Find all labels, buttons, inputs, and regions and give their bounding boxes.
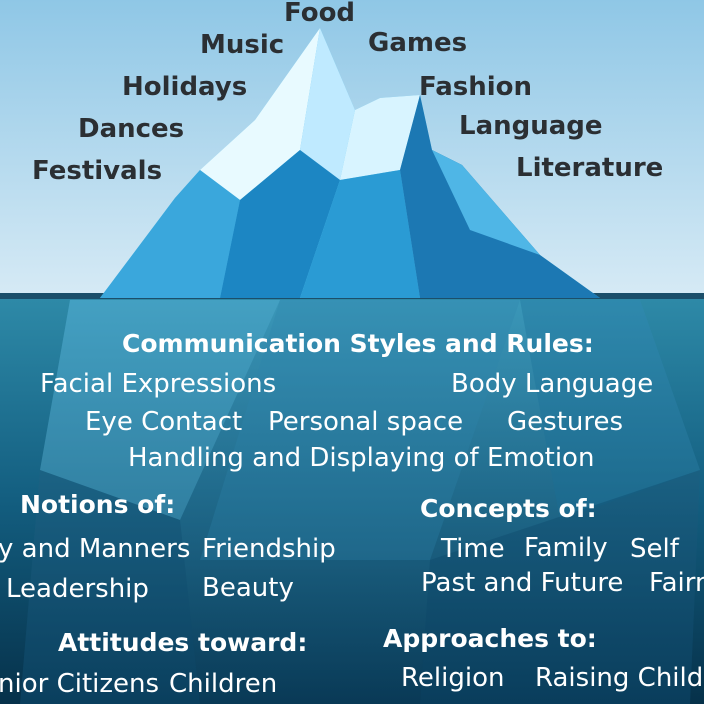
item-handling-emotion: Handling and Displaying of Emotion (128, 443, 595, 473)
item-raising-children: Raising Childr (535, 663, 704, 693)
item-friendship: Friendship (202, 534, 336, 564)
label-music: Music (200, 30, 285, 60)
item-beauty: Beauty (202, 573, 294, 603)
item-time: Time (441, 534, 505, 564)
label-literature: Literature (516, 153, 664, 183)
item-past-future: Past and Future (421, 568, 624, 598)
concepts-title: Concepts of: (420, 494, 597, 523)
label-festivals: Festivals (32, 156, 163, 186)
attitudes-title: Attitudes toward: (58, 628, 308, 657)
label-holidays: Holidays (122, 72, 248, 102)
item-family: Family (524, 533, 608, 563)
label-food: Food (284, 0, 356, 28)
item-facial-expressions: Facial Expressions (40, 369, 277, 399)
item-courtesy-manners: y and Manners (0, 534, 191, 564)
item-religion: Religion (401, 663, 505, 693)
communication-title: Communication Styles and Rules: (122, 329, 594, 358)
approaches-title: Approaches to: (383, 624, 597, 653)
iceberg-underwater (20, 300, 700, 704)
notions-title: Notions of: (20, 490, 176, 519)
iceberg-tip (100, 28, 600, 298)
item-personal-space: Personal space (268, 407, 464, 437)
item-eye-contact: Eye Contact (85, 407, 243, 437)
item-fairness: Fairn (649, 568, 704, 598)
label-language: Language (459, 111, 603, 141)
item-body-language: Body Language (451, 369, 654, 399)
label-fashion: Fashion (419, 72, 533, 102)
item-children: Children (169, 669, 278, 699)
item-leadership: Leadership (6, 574, 149, 604)
label-dances: Dances (78, 114, 185, 144)
label-games: Games (368, 28, 468, 58)
item-senior-citizens: nior Citizens (0, 669, 160, 699)
item-gestures: Gestures (507, 407, 624, 437)
item-self: Self (630, 534, 679, 564)
